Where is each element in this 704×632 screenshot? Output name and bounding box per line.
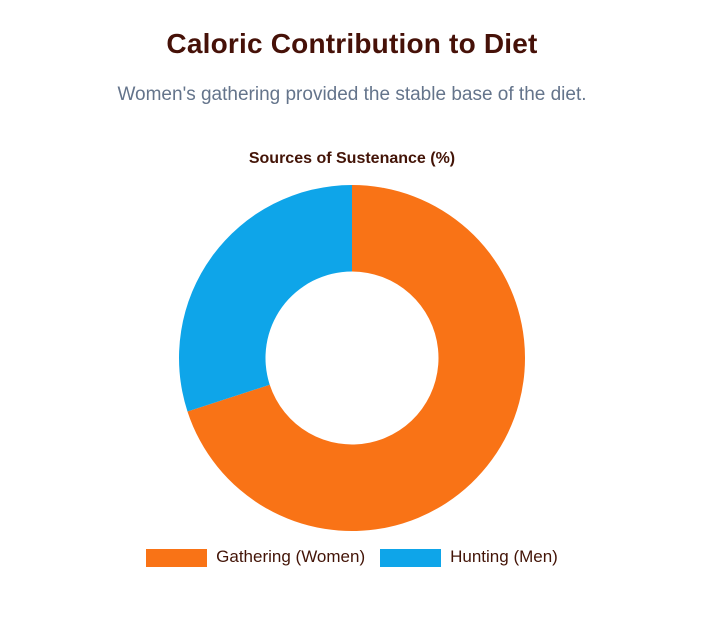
- legend-item-hunting-men[interactable]: Hunting (Men): [380, 547, 558, 567]
- page-subtitle: Women's gathering provided the stable ba…: [117, 84, 587, 105]
- donut-slice-gathering-women[interactable]: [187, 185, 526, 532]
- chart-legend: Gathering (Women) Hunting (Men): [0, 547, 704, 567]
- donut-plot-area: [179, 185, 526, 532]
- legend-item-gathering-women[interactable]: Gathering (Women): [146, 547, 365, 567]
- legend-swatch-hunting-men: [380, 548, 442, 567]
- chart-title: Sources of Sustenance (%): [248, 149, 456, 167]
- page-title: Caloric Contribution to Diet: [166, 28, 538, 59]
- legend-label-gathering-women: Gathering (Women): [216, 547, 366, 567]
- donut-chart: Sources of Sustenance (%) Gathering (Wom…: [0, 150, 704, 568]
- donut-slice-hunting-men[interactable]: [179, 185, 352, 412]
- page: Caloric Contribution to Diet Women's gat…: [0, 30, 704, 632]
- legend-swatch-gathering-women: [146, 548, 208, 567]
- legend-label-hunting-men: Hunting (Men): [450, 547, 558, 567]
